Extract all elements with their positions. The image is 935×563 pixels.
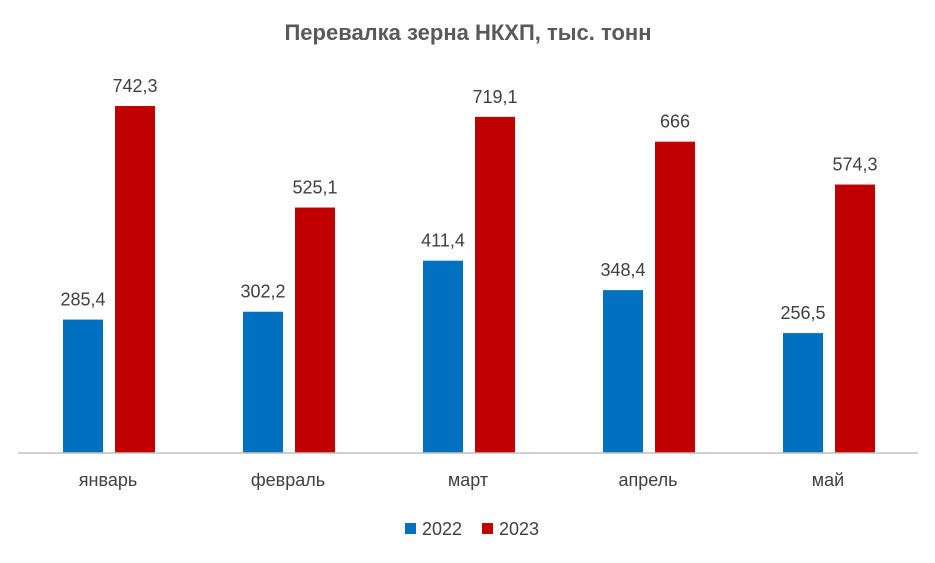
category-label-2: февраль [251,470,325,490]
bar-2022-3 [423,260,463,453]
bar-2023-1 [115,106,155,453]
category-label-3: март [448,470,488,490]
data-label-2022-1: 285,4 [60,290,105,310]
legend: 2022 2023 [405,519,539,539]
bar-2023-2 [295,207,335,453]
category-label-4: апрель [618,470,677,490]
bar-2023-4 [655,141,695,453]
data-label-2023-1: 742,3 [112,76,157,96]
data-label-2023-4: 666 [660,112,690,132]
data-label-2022-2: 302,2 [240,282,285,302]
category-label-1: январь [79,470,137,490]
bar-2022-2 [243,311,283,453]
bar-2023-3 [475,116,515,453]
bar-2023-5 [835,184,875,453]
data-label-2022-4: 348,4 [600,260,645,280]
data-label-2023-5: 574,3 [832,155,877,175]
data-label-2022-5: 256,5 [780,303,825,323]
bars-group: 285,4 742,3 302,2 525,1 411,4 719,1 348,4 666 25… [60,76,878,453]
bar-2022-1 [63,319,103,453]
data-label-2023-2: 525,1 [292,178,337,198]
chart-title: Перевалка зерна НКХП, тыс. тонн [284,20,651,45]
legend-label-2022: 2022 [422,519,462,539]
category-labels: январь февраль март апрель май [79,470,844,490]
category-label-5: май [812,470,844,490]
bar-2022-5 [783,333,823,453]
legend-swatch-2022 [405,523,416,534]
legend-label-2023: 2023 [499,519,539,539]
legend-swatch-2023 [482,523,493,534]
bar-2022-4 [603,290,643,453]
data-label-2022-3: 411,4 [421,231,465,251]
data-label-2023-3: 719,1 [472,87,517,107]
